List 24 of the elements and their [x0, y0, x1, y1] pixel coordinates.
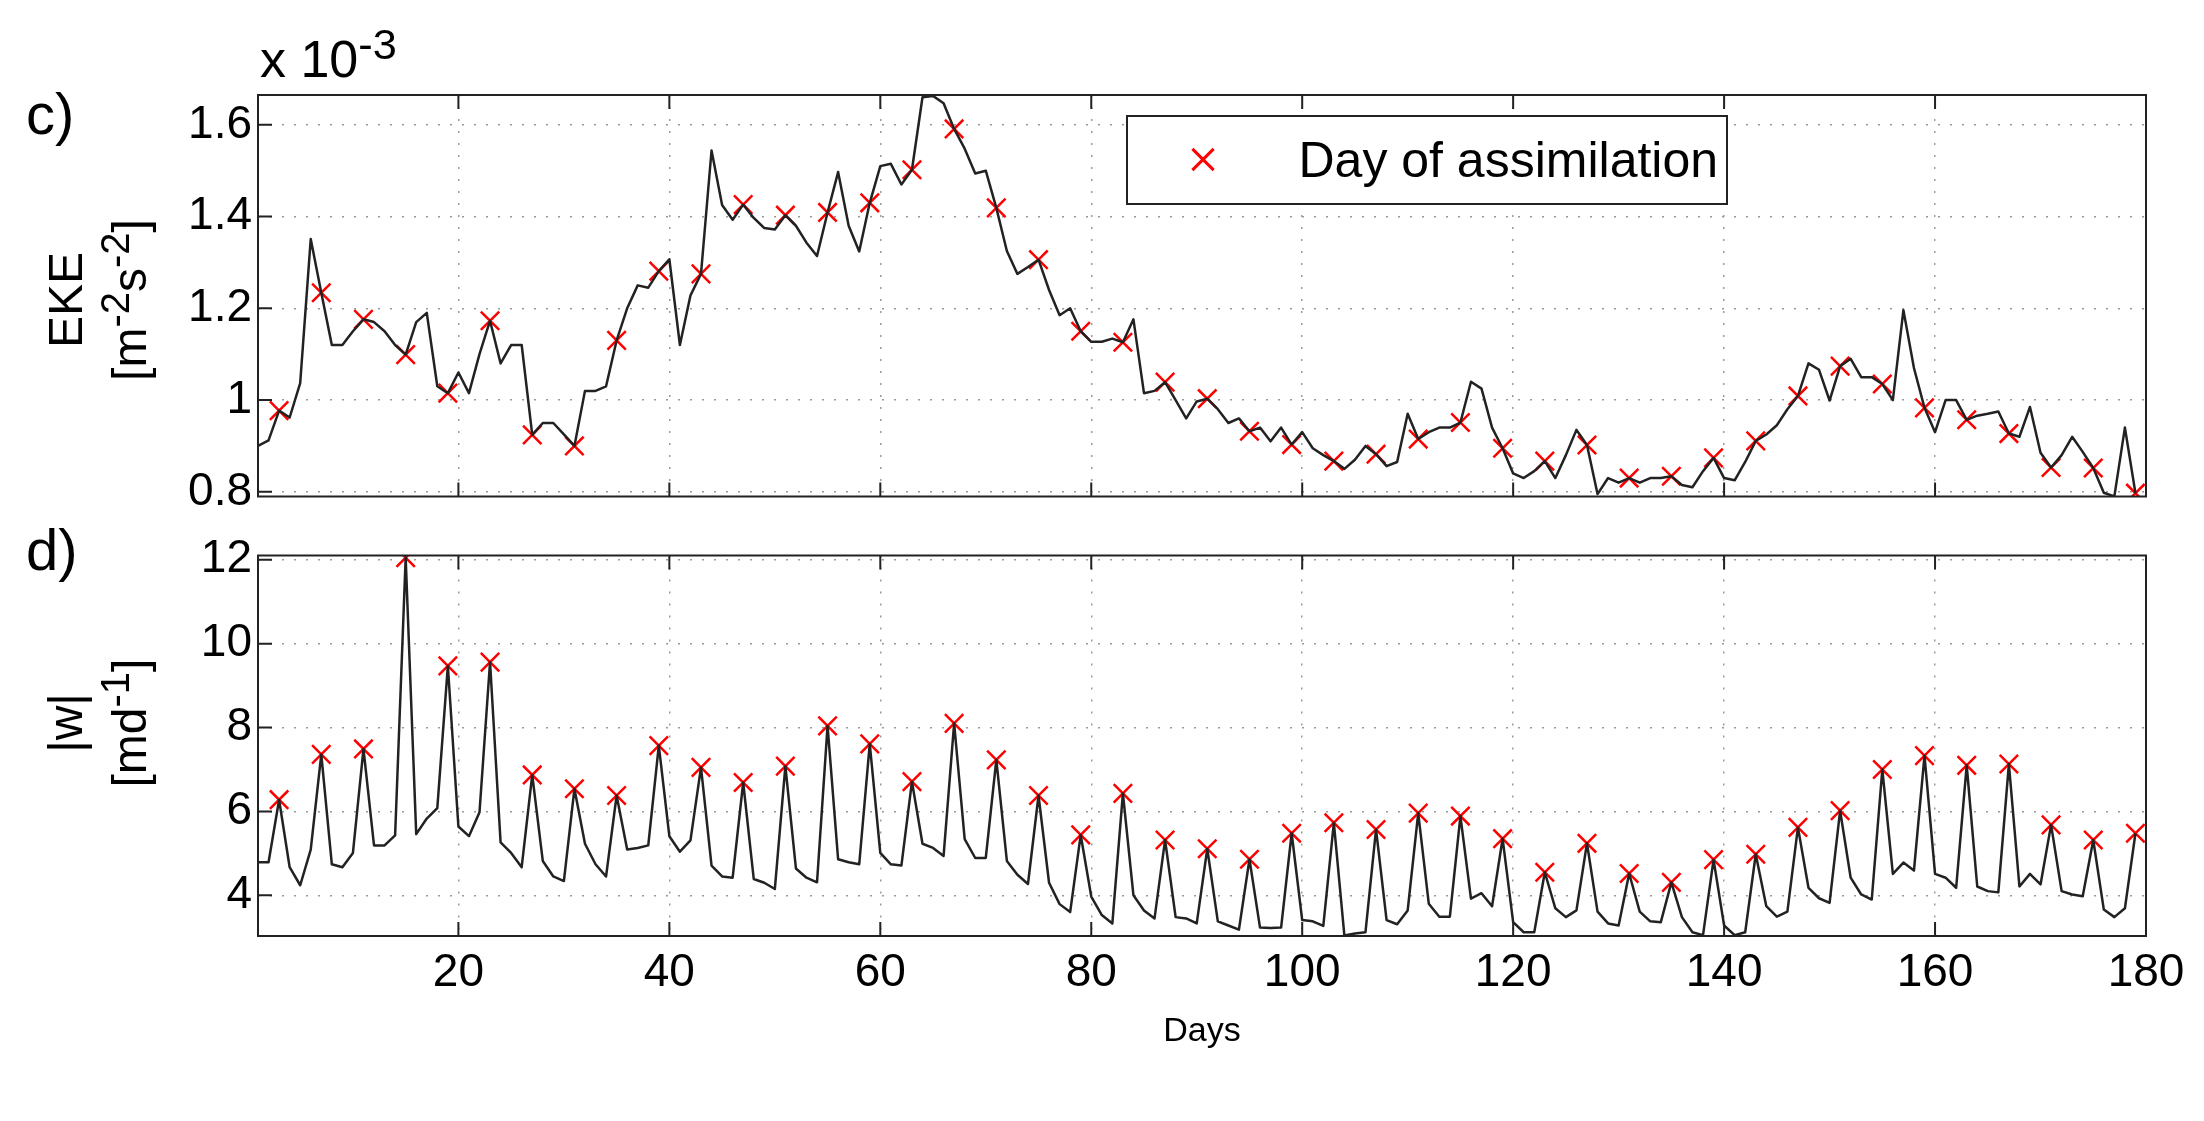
y-tick-label: 10	[200, 614, 252, 667]
y-tick-label: 12	[200, 530, 252, 583]
x-tick-label: 60	[854, 944, 906, 997]
y-tick-label: 1	[226, 370, 252, 423]
x-tick-label: 20	[432, 944, 484, 997]
y-tick-label: 6	[226, 782, 252, 835]
x-tick-label: 120	[1474, 944, 1552, 997]
text: d)	[26, 516, 78, 583]
y-tick-label: 1.6	[188, 95, 252, 148]
y-tick-label: 8	[226, 698, 252, 751]
legend-label: Day of assimilation	[1298, 131, 1719, 189]
x-tick-label: 140	[1685, 944, 1763, 997]
x-axis-title: Days	[1163, 1009, 1241, 1048]
y-tick-label: 0.8	[188, 462, 252, 515]
x-tick-label: 160	[1896, 944, 1974, 997]
x-tick-label: 180	[2107, 944, 2185, 997]
y-tick-label: 1.2	[188, 279, 252, 331]
x-tick-label: 40	[643, 944, 695, 997]
y-tick-label: 1.4	[188, 187, 252, 240]
text: x 10$^{-3}$	[260, 20, 397, 90]
y-tick-label: 4	[226, 866, 252, 919]
x-tick-label: 80	[1065, 944, 1117, 997]
text: c)	[26, 80, 75, 147]
x-tick-label: 100	[1263, 944, 1341, 997]
